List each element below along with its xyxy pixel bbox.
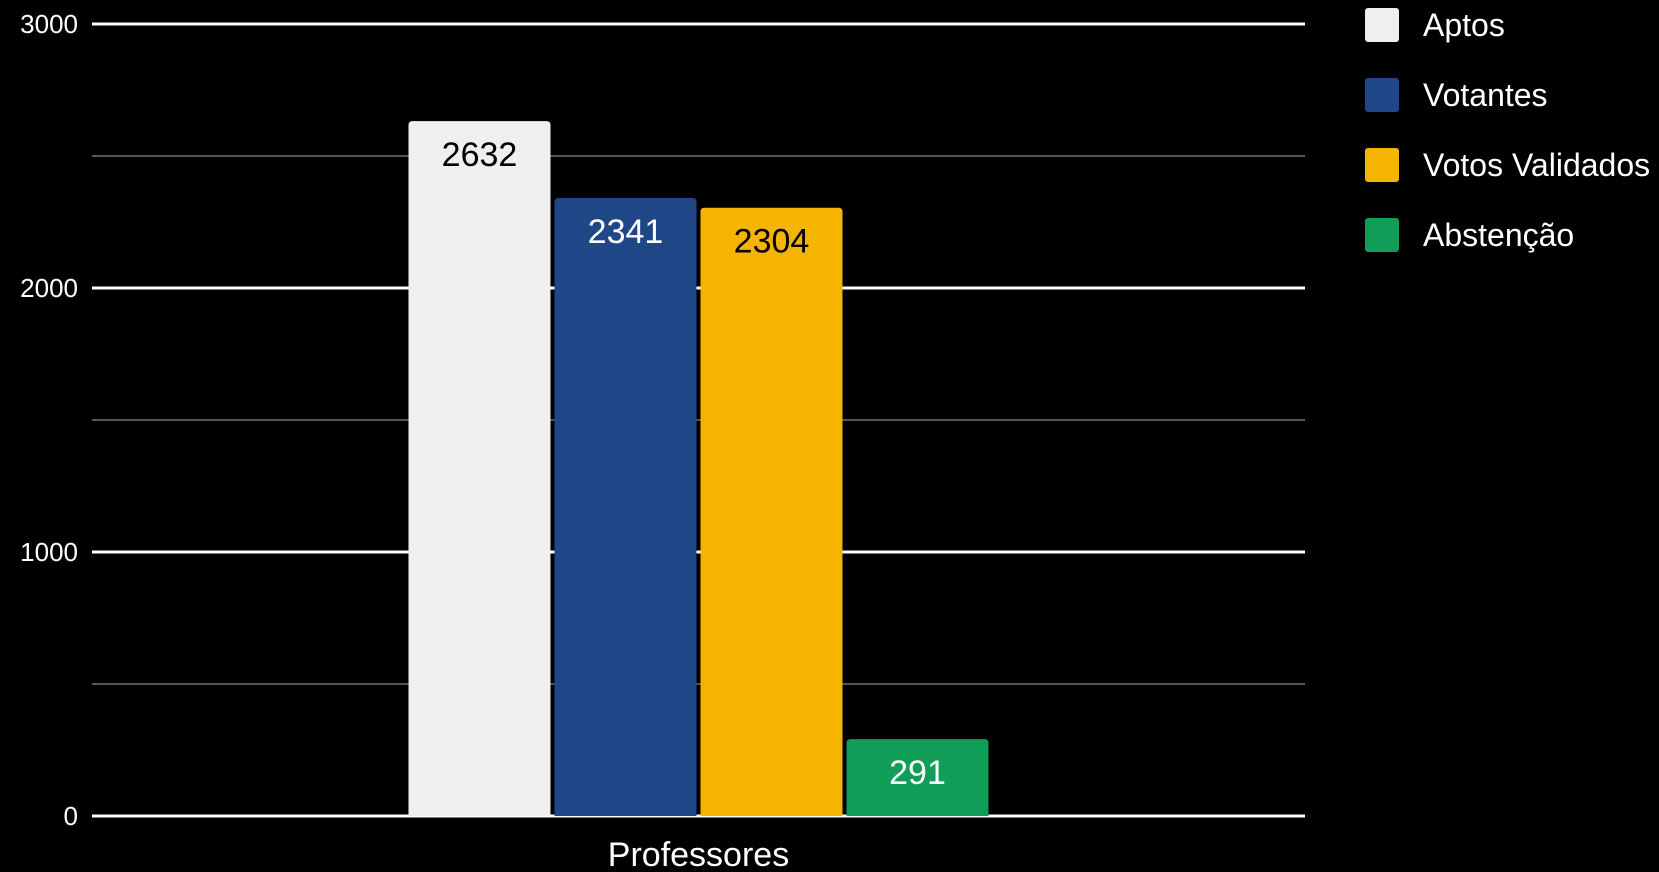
x-axis-category-labels: Professores (608, 836, 789, 872)
bar-value-label: 2632 (442, 136, 518, 174)
bar-votos-validados (700, 207, 843, 816)
bar-series (408, 121, 989, 817)
y-tick-label: 0 (64, 801, 78, 831)
minor-gridlines (92, 155, 1305, 685)
legend-swatch (1365, 148, 1399, 182)
bar-aptos (408, 121, 551, 817)
bar-votantes (554, 197, 697, 816)
y-tick-label: 3000 (20, 9, 78, 39)
bar-value-label: 2304 (734, 223, 810, 261)
x-category-label: Professores (608, 836, 789, 872)
major-gridlines (92, 22, 1305, 818)
bar-absten-o (846, 739, 989, 816)
y-axis-tick-labels: 0 1000 2000 3000 (20, 9, 78, 831)
legend: Aptos Votantes Votos Validados Abstenção (1365, 7, 1650, 253)
legend-swatch (1365, 218, 1399, 252)
legend-label: Votantes (1423, 77, 1548, 113)
bar-data-labels: 2632 2341 2304 291 (442, 136, 946, 792)
legend-label: Votos Validados (1423, 147, 1650, 183)
legend-swatch (1365, 8, 1399, 42)
legend-swatch (1365, 78, 1399, 112)
bar-value-label: 291 (889, 754, 946, 792)
legend-label: Aptos (1423, 7, 1505, 43)
bar-value-label: 2341 (588, 213, 664, 251)
legend-label: Abstenção (1423, 217, 1574, 253)
y-tick-label: 2000 (20, 273, 78, 303)
y-tick-label: 1000 (20, 537, 78, 567)
